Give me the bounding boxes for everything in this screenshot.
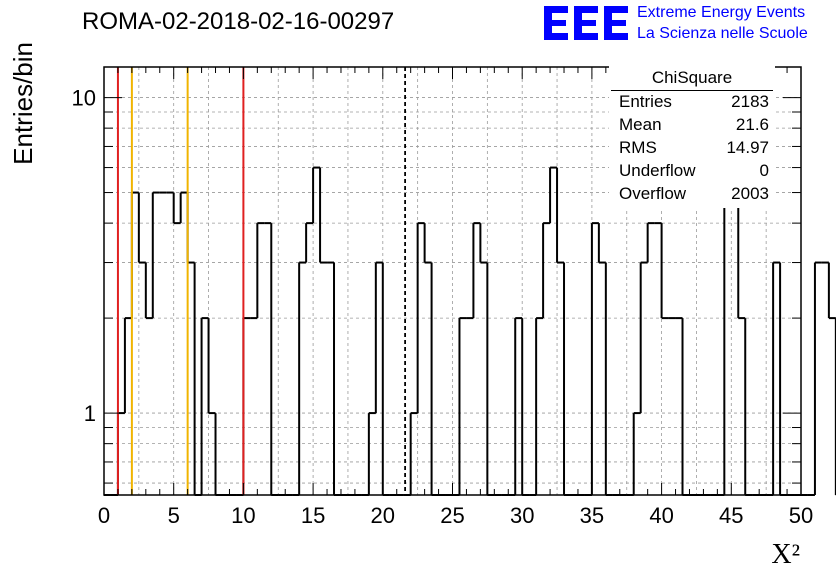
stats-row-rms: RMS 14.97 (619, 138, 769, 160)
stats-value: 2183 (731, 92, 769, 111)
eee-logo-icon (544, 6, 628, 40)
stats-label: Entries (619, 92, 672, 111)
axis-labels: 0 5 10 15 20 25 30 35 40 45 50 1 10 X² Entries/bin (8, 42, 813, 570)
stats-label: Overflow (619, 184, 687, 203)
logo-line-2: La Scienza nelle Scuole (637, 25, 808, 42)
reference-lines (116, 67, 407, 495)
x-tick-label: 25 (440, 503, 464, 528)
stats-title: ChiSquare (651, 68, 733, 87)
stats-value: 0 (759, 161, 769, 180)
stats-row-mean: Mean 21.6 (619, 115, 769, 137)
x-tick-label: 45 (719, 503, 743, 528)
stats-value: 14.97 (726, 138, 769, 157)
x-tick-label: 5 (168, 503, 180, 528)
x-tick-label: 35 (580, 503, 604, 528)
y-tick-label: 10 (72, 86, 96, 111)
stats-row-overflow: Overflow 2003 (619, 184, 769, 206)
stats-box: ChiSquare Entries 2183 Mean 21.6 RMS 14.… (609, 66, 775, 208)
x-tick-label: 15 (301, 503, 325, 528)
stats-row-underflow: Underflow 0 (619, 161, 769, 183)
stats-divider (611, 90, 773, 91)
y-tick-label: 1 (84, 401, 96, 426)
stats-label: RMS (619, 138, 657, 157)
stats-value: 2003 (731, 184, 769, 203)
x-tick-label: 20 (371, 503, 395, 528)
x-axis-label: X² (771, 539, 800, 570)
x-tick-label: 0 (98, 503, 110, 528)
x-tick-label: 40 (649, 503, 673, 528)
x-tick-label: 10 (231, 503, 255, 528)
y-axis-label: Entries/bin (8, 42, 38, 165)
chart-title: ROMA-02-2018-02-16-00297 (82, 8, 395, 35)
stats-label: Mean (619, 115, 662, 134)
x-tick-label: 50 (789, 503, 813, 528)
x-tick-label: 30 (510, 503, 534, 528)
stats-row-entries: Entries 2183 (619, 92, 769, 114)
logo-line-1: Extreme Energy Events (637, 4, 806, 21)
stats-value: 21.6 (735, 115, 769, 134)
stats-label: Underflow (619, 161, 696, 180)
